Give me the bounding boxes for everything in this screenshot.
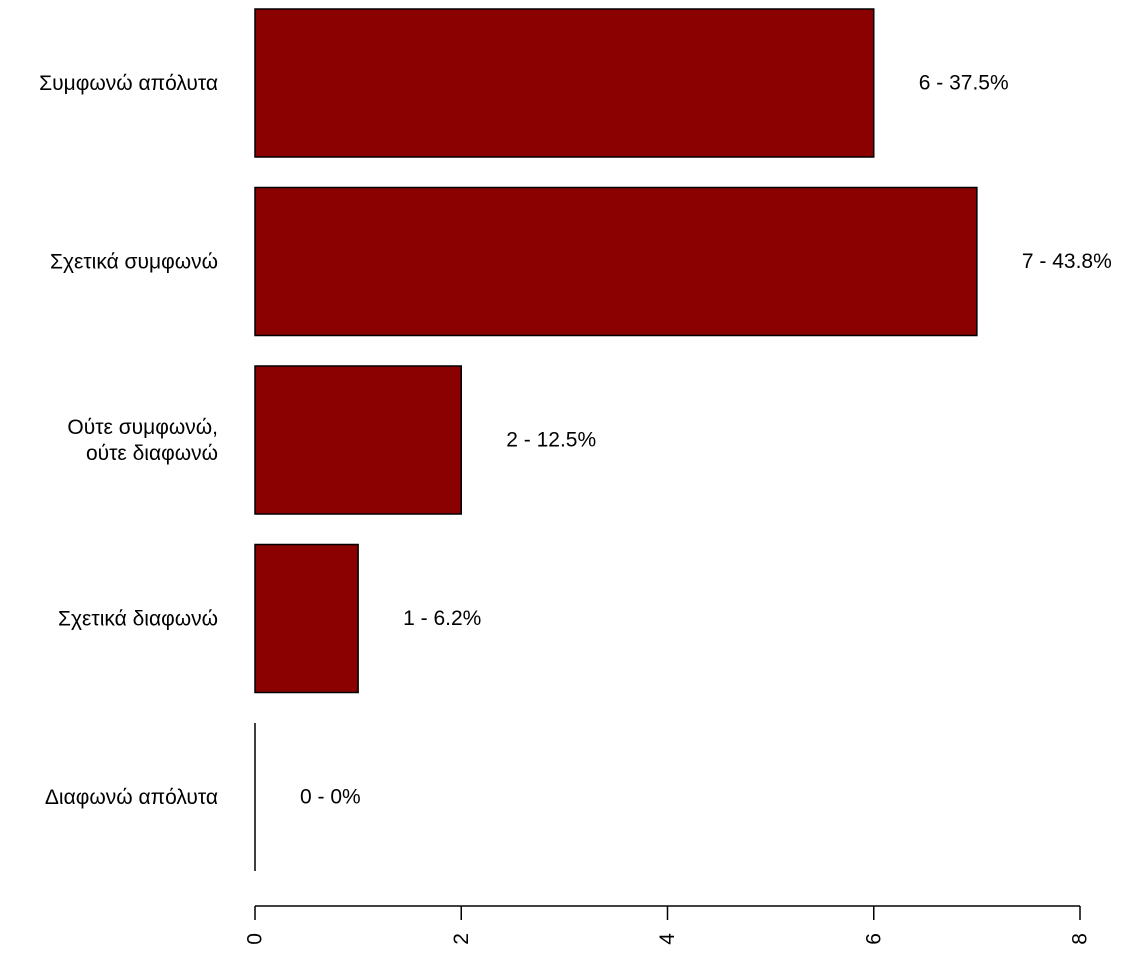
data-label: 6 - 37.5% — [919, 72, 1009, 95]
x-tick-label: 0 — [244, 933, 267, 945]
x-tick-label: 2 — [450, 933, 473, 945]
value-labels-layer: 6 - 37.5% 7 - 43.8% 2 - 12.5% 1 - 6.2% 0 - 0… — [300, 72, 1112, 809]
category-labels-layer: Συμφωνώ απόλυτα Σχετικά συμφωνώ Ούτε συμφω… — [39, 72, 218, 809]
data-label: 2 - 12.5% — [506, 429, 596, 452]
x-tick-label: 8 — [1069, 933, 1092, 945]
bar — [254, 8, 875, 158]
bars-layer — [254, 8, 978, 871]
category-label: Ούτε συμφωνώ, ούτε διαφωνώ — [67, 416, 218, 465]
bar — [254, 365, 462, 515]
category-label: Σχετικά συμφωνώ — [50, 250, 218, 273]
data-label: 1 - 6.2% — [403, 607, 481, 630]
category-label: Συμφωνώ απόλυτα — [39, 72, 218, 95]
x-tick-label: 4 — [656, 933, 679, 945]
bar — [254, 186, 978, 337]
bar — [254, 543, 359, 694]
category-label: Διαφωνώ απόλυτα — [45, 786, 218, 809]
data-label: 0 - 0% — [300, 786, 361, 809]
x-axis: 0 2 4 6 8 — [244, 905, 1092, 945]
x-tick-label: 6 — [862, 933, 885, 945]
data-label: 7 - 43.8% — [1022, 250, 1112, 273]
category-label: Σχετικά διαφωνώ — [58, 607, 218, 630]
